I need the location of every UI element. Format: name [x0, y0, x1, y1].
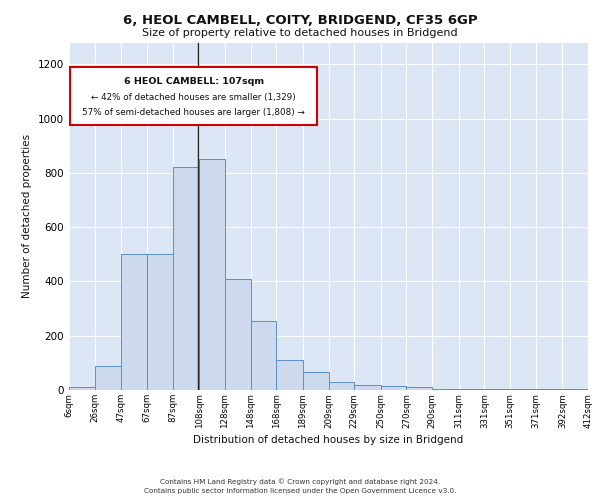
- Bar: [173, 168, 199, 390]
- Text: 6 HEOL CAMBELL: 107sqm: 6 HEOL CAMBELL: 107sqm: [124, 77, 263, 86]
- Bar: [354, 384, 381, 390]
- Text: 57% of semi-detached houses are larger (1,808) →: 57% of semi-detached houses are larger (…: [82, 108, 305, 117]
- Text: ← 42% of detached houses are smaller (1,329): ← 42% of detached houses are smaller (1,…: [91, 93, 296, 102]
- Bar: [432, 388, 459, 390]
- Text: 6, HEOL CAMBELL, COITY, BRIDGEND, CF35 6GP: 6, HEOL CAMBELL, COITY, BRIDGEND, CF35 6…: [122, 14, 478, 27]
- Bar: [329, 382, 354, 390]
- Bar: [147, 254, 173, 390]
- Y-axis label: Number of detached properties: Number of detached properties: [22, 134, 32, 298]
- Bar: [95, 366, 121, 390]
- Bar: [536, 388, 562, 390]
- Bar: [69, 388, 95, 390]
- Bar: [381, 386, 406, 390]
- Bar: [121, 254, 147, 390]
- Text: Contains HM Land Registry data © Crown copyright and database right 2024.
Contai: Contains HM Land Registry data © Crown c…: [144, 478, 456, 494]
- FancyBboxPatch shape: [70, 67, 317, 126]
- Bar: [406, 388, 432, 390]
- Bar: [225, 278, 251, 390]
- Bar: [510, 388, 536, 390]
- Bar: [459, 388, 484, 390]
- Text: Size of property relative to detached houses in Bridgend: Size of property relative to detached ho…: [142, 28, 458, 38]
- Bar: [303, 372, 329, 390]
- Bar: [199, 159, 225, 390]
- Bar: [251, 321, 276, 390]
- Bar: [484, 388, 510, 390]
- X-axis label: Distribution of detached houses by size in Bridgend: Distribution of detached houses by size …: [193, 434, 464, 444]
- Bar: [562, 388, 588, 390]
- Bar: [276, 360, 303, 390]
